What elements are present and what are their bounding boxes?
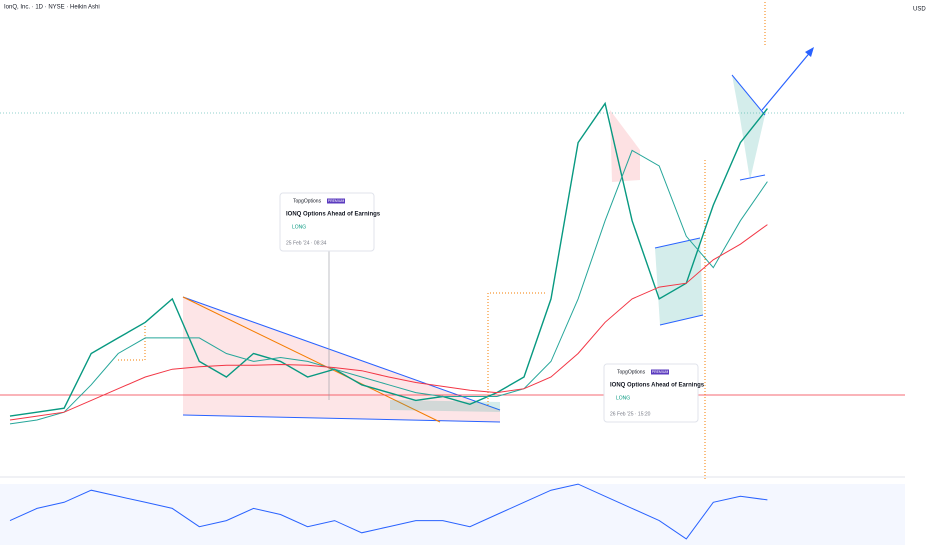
badge-bg [651,369,669,375]
card-side: LONG [616,395,630,401]
card-author: TopgOptions [617,369,646,375]
wedge [183,297,500,422]
card-badge: PREMIUM [652,370,669,374]
card-date: 25 Feb '24 · 08:34 [286,240,327,246]
rsi-line [9,483,768,540]
card-bg[interactable] [603,363,699,423]
card-date: 26 Feb '25 · 15:20 [610,411,651,417]
card-bg[interactable] [279,192,375,252]
card-title[interactable]: IONQ Options Ahead of Earnings [286,212,381,218]
trend-line [731,74,766,116]
target-line [118,325,146,361]
arrow-head [805,47,814,57]
pennant [732,75,765,180]
target-line [487,292,545,405]
trend-line [739,174,766,181]
trend-line [659,314,704,326]
badge-bg [327,198,345,204]
flag [390,400,500,412]
card-author: TopgOptions [293,198,322,204]
idea-cards: TopgOptions PREMIUM IONQ Options Ahead of … [279,192,705,423]
chart-title: IonQ, Inc. · 1D · NYSE · Heikin Ashi [4,5,100,11]
rsi-band [0,484,905,545]
moving-average [9,149,768,425]
price-line [9,101,768,417]
moving-average [9,224,768,421]
card-side: LONG [292,224,306,230]
series [9,101,768,425]
idea-card[interactable]: TopgOptions PREMIUM IONQ Options Ahead of … [603,363,705,423]
trend-line [182,296,501,411]
trend-line [182,414,501,423]
top-zone [610,110,640,182]
card-badge: PREMIUM [328,199,345,203]
rsi-pane [9,483,768,540]
trend-line [654,237,701,249]
bear-flag [655,238,703,325]
card-title[interactable]: IONQ Options Ahead of Earnings [610,383,705,389]
arrow [761,49,813,111]
trend-line [182,296,441,423]
idea-card[interactable]: TopgOptions PREMIUM IONQ Options Ahead of … [279,192,381,252]
currency: USD [913,7,926,13]
